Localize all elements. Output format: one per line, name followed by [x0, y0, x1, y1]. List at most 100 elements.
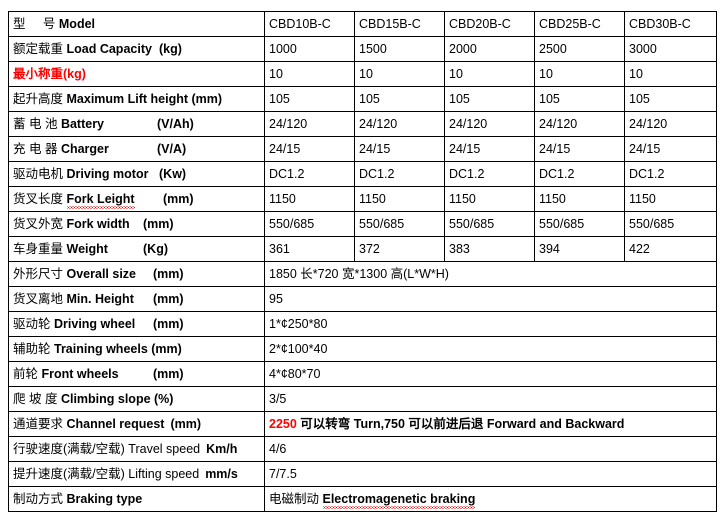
value-text: 383 — [449, 242, 470, 256]
row-label-cell: 车身重量 Weight (Kg) — [8, 236, 265, 262]
row-label-en: Load Capacity — [66, 42, 152, 56]
value-text: 24/120 — [359, 117, 398, 131]
value-text: 105 — [539, 92, 560, 106]
row-label-cn: 外形尺寸 — [13, 267, 64, 281]
value-cell: 3000 — [624, 36, 717, 62]
value-text: 3000 — [629, 42, 657, 56]
value-text: 550/685 — [539, 217, 585, 231]
value-gap — [319, 492, 322, 506]
value-cell: 1150 — [624, 186, 717, 212]
value-cell: CBD20B-C — [444, 11, 535, 37]
value-cell: 105 — [264, 86, 355, 112]
value-text: 3/5 — [269, 392, 287, 406]
row-label-unit: (mm) — [143, 217, 174, 231]
table-row: 前轮 Front wheels (mm) 4*¢80*70 — [8, 361, 717, 387]
value-text: 550/685 — [629, 217, 675, 231]
value-cell: 105 — [354, 86, 445, 112]
row-label-en: Channel request — [66, 417, 165, 431]
value-cell: 1000 — [264, 36, 355, 62]
row-label-cell: 爬 坡 度 Climbing slope (%) — [8, 386, 265, 412]
value-cell: DC1.2 — [264, 161, 355, 187]
row-label-cell: 制动方式 Braking type — [8, 486, 265, 512]
value-text: 4*¢80*70 — [269, 367, 321, 381]
row-label-cell: 通道要求 Channel request (mm) — [8, 411, 265, 437]
row-label-unit: (mm) — [163, 192, 194, 206]
value-cell: 1150 — [534, 186, 625, 212]
row-label-cn: 辅助轮 — [13, 342, 51, 356]
value-text: 2*¢100*40 — [269, 342, 328, 356]
value-text: 10 — [269, 67, 283, 81]
value-text: 10 — [539, 67, 553, 81]
value-cell: CBD10B-C — [264, 11, 355, 37]
value-text: 7/7.5 — [269, 467, 297, 481]
row-label-unit: mm/s — [205, 467, 238, 481]
value-text: 1150 — [359, 192, 386, 206]
value-text: 1150 — [269, 192, 296, 206]
value-cell: 105 — [534, 86, 625, 112]
value-cell: 24/15 — [264, 136, 355, 162]
value-text: CBD15B-C — [359, 17, 421, 31]
table-row: 驱动电机 Driving motor (Kw) DC1.2 DC1.2 DC1.2 DC1… — [8, 161, 717, 187]
row-label-cn: 起升高度 — [13, 92, 64, 106]
value-text: 372 — [359, 242, 380, 256]
value-text: 550/685 — [359, 217, 405, 231]
row-label-unit: (V/Ah) — [157, 117, 194, 131]
row-label-cell: 行驶速度(满载/空载) Travel speed Km/h — [8, 436, 265, 462]
row-label-cn: 制动方式 — [13, 492, 64, 506]
value-cell: 361 — [264, 236, 355, 262]
value-cell-spanning: 4*¢80*70 — [264, 361, 717, 387]
row-label-cell: 型 号 Model — [8, 11, 265, 37]
row-label-unit: (Kw) — [159, 167, 187, 181]
row-label-en: Travel speed — [128, 442, 201, 456]
value-text: 394 — [539, 242, 560, 256]
row-label-cell: 充 电 器 Charger (V/A) — [8, 136, 265, 162]
row-label-en: Weight — [66, 242, 108, 256]
value-cell: 550/685 — [534, 211, 625, 237]
table-row: 外形尺寸 Overall size (mm) 1850 长*720 宽*1300 高… — [8, 261, 717, 287]
value-text: CBD20B-C — [449, 17, 511, 31]
value-text: 1*¢250*80 — [269, 317, 328, 331]
value-text: CBD30B-C — [629, 17, 691, 31]
row-label-cn-2: 号 — [42, 17, 56, 31]
value-cell: 550/685 — [444, 211, 535, 237]
value-text: 1150 — [539, 192, 566, 206]
value-cell: 1500 — [354, 36, 445, 62]
value-cell: 24/120 — [354, 111, 445, 137]
row-label-en: Driving wheel — [54, 317, 136, 331]
table-row: 型 号 Model CBD10B-C CBD15B-C CBD20B-C CBD25B-… — [8, 11, 717, 37]
row-label-en: Braking type — [66, 492, 143, 506]
row-label-unit: (mm) — [153, 267, 184, 281]
row-label-cn: 充 电 器 — [13, 142, 58, 156]
table-row: 货叉长度 Fork Leight (mm) 1150 1150 1150 1150 1150 — [8, 186, 717, 212]
value-text: 105 — [449, 92, 470, 106]
value-text: 24/15 — [449, 142, 481, 156]
value-cell: 24/120 — [534, 111, 625, 137]
value-cn-prefix: 电磁制动 — [269, 492, 320, 506]
value-text: DC1.2 — [269, 167, 305, 181]
value-text: 550/685 — [449, 217, 495, 231]
value-cell-spanning: 95 — [264, 286, 717, 312]
row-label-cn: 前轮 — [13, 367, 39, 381]
value-cell: 24/120 — [444, 111, 535, 137]
row-label-en: Fork width — [66, 217, 130, 231]
value-cell: CBD30B-C — [624, 11, 717, 37]
row-label-cn: 蓄 电 池 — [13, 117, 58, 131]
value-text: 1150 — [449, 192, 476, 206]
value-text: CBD10B-C — [269, 17, 331, 31]
value-cell: 24/120 — [264, 111, 355, 137]
value-cell: 550/685 — [354, 211, 445, 237]
row-label-cn: 提升速度(满载/空载) — [13, 467, 125, 481]
table-row: 爬 坡 度 Climbing slope (%) 3/5 — [8, 386, 717, 412]
value-text: 10 — [449, 67, 463, 81]
row-label-unit: Km/h — [206, 442, 238, 456]
value-cell: 105 — [444, 86, 535, 112]
value-cell-spanning: 1850 长*720 宽*1300 高(L*W*H) — [264, 261, 717, 287]
value-text: 10 — [629, 67, 643, 81]
table-row: 货叉外宽 Fork width (mm) 550/685 550/685 550/685… — [8, 211, 717, 237]
value-text: 10 — [359, 67, 373, 81]
value-cell-spanning: 电磁制动 Electromagenetic braking — [264, 486, 717, 512]
value-cell: 394 — [534, 236, 625, 262]
table-row: 行驶速度(满载/空载) Travel speed Km/h 4/6 — [8, 436, 717, 462]
row-label-cell: 货叉外宽 Fork width (mm) — [8, 211, 265, 237]
table-row: 车身重量 Weight (Kg) 361 372 383 394 422 — [8, 236, 717, 262]
